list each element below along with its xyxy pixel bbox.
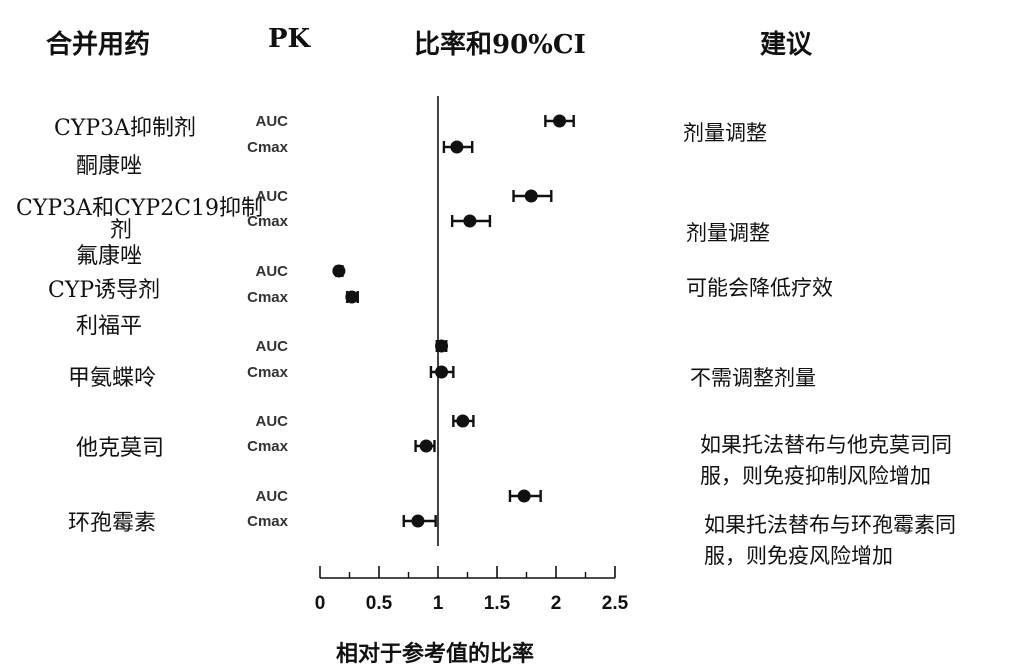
recommendation-line: 服，则免疫抑制风险增加 <box>700 464 931 488</box>
recommendation-text: 如果托法替布与环孢霉素同 服，则免疫风险增加 <box>704 510 956 572</box>
drug-class-label-cont: 剂 <box>110 218 133 243</box>
pk-label: Cmax <box>247 364 289 381</box>
point-estimate <box>332 264 346 278</box>
point-estimate <box>463 214 477 228</box>
x-tick-label: 2.5 <box>602 593 629 614</box>
pk-label: AUC <box>256 113 289 130</box>
pk-label: Cmax <box>247 513 289 530</box>
drug-class-label: CYP3A和CYP2C19抑制 <box>16 196 264 221</box>
point-estimate <box>456 414 470 428</box>
pk-label: AUC <box>256 263 289 280</box>
point-estimate <box>435 365 449 379</box>
point-estimate <box>419 439 433 453</box>
drug-name-label: 氟康唑 <box>76 244 143 269</box>
pk-label: Cmax <box>247 438 289 455</box>
header-drug: 合并用药 <box>46 30 151 60</box>
drug-name-label: 酮康唑 <box>76 154 143 179</box>
drug-name-label: 他克莫司 <box>76 436 165 461</box>
point-estimate <box>450 140 464 154</box>
pk-label: AUC <box>256 488 289 505</box>
recommendation-text: 不需调整剂量 <box>690 366 816 390</box>
pk-label: Cmax <box>247 289 289 306</box>
pk-label: AUC <box>256 188 289 205</box>
pk-label: AUC <box>256 413 289 430</box>
drug-name-label: 环孢霉素 <box>68 511 157 536</box>
pk-label: Cmax <box>247 213 289 230</box>
point-estimate <box>435 339 449 353</box>
x-tick-label: 1 <box>433 593 444 614</box>
pk-label: AUC <box>256 338 289 355</box>
point-estimate <box>553 114 567 128</box>
header-pk: PK <box>268 24 311 54</box>
point-estimate <box>524 189 538 203</box>
pk-label: Cmax <box>247 139 289 156</box>
recommendation-text: 如果托法替布与他克莫司同 服，则免疫抑制风险增加 <box>700 430 952 492</box>
drug-class-label: CYP3A抑制剂 <box>54 116 197 141</box>
x-tick-label: 0 <box>315 593 326 614</box>
x-tick-label: 0.5 <box>366 593 393 614</box>
recommendation-line: 如果托法替布与环孢霉素同 <box>704 513 956 537</box>
recommendation-text: 可能会降低疗效 <box>686 276 833 300</box>
point-estimate <box>345 290 359 304</box>
recommendation-line: 服，则免疫风险增加 <box>704 544 893 568</box>
x-tick-label: 1.5 <box>484 593 511 614</box>
x-axis-label: 相对于参考值的比率 <box>336 641 535 667</box>
recommendation-text: 剂量调整 <box>683 121 767 145</box>
drug-name-label: 甲氨蝶呤 <box>68 366 157 391</box>
point-estimate <box>411 514 425 528</box>
header-recommendation: 建议 <box>760 30 813 60</box>
recommendation-text: 剂量调整 <box>686 221 770 245</box>
x-tick-label: 2 <box>551 593 562 614</box>
drug-class-label: CYP诱导剂 <box>48 278 161 303</box>
recommendation-line: 如果托法替布与他克莫司同 <box>700 433 952 457</box>
point-estimate <box>517 489 531 503</box>
drug-name-label: 利福平 <box>76 314 143 339</box>
header-ratio: 比率和90%CI <box>414 30 586 60</box>
